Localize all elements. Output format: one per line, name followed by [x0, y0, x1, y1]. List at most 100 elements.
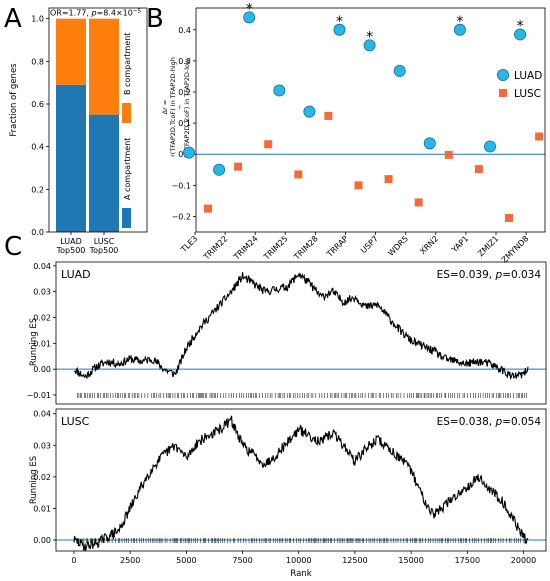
- panel-a-legend-label-a: A compartment: [123, 138, 132, 200]
- panel-b-significance-star: *: [517, 18, 524, 34]
- panel-a-legend: B compartment A compartment: [122, 33, 132, 228]
- panel-c-xtick-label: 15000: [398, 556, 423, 565]
- panel-b-lusc-point: [474, 165, 483, 174]
- panel-b-xtick-label: ZMIZ1: [476, 234, 500, 258]
- panel-b-luad-point: [423, 137, 436, 150]
- panel-b-luad-point: [182, 146, 195, 159]
- panel-c-xtick-label: 2500: [120, 556, 140, 565]
- panel-c-lusc-yticks: 0.00 0.01 0.02 0.03 0.04: [33, 410, 56, 545]
- panel-c-ytick-label: 0.04: [33, 410, 51, 419]
- panel-b-legend-lusc-marker: [499, 89, 507, 97]
- panel-b-ytick-label: 0.4: [178, 26, 191, 35]
- panel-c-luad-yticks: −0.01 0.00 0.01 0.02 0.03 0.04: [26, 262, 56, 400]
- panel-c-luad-es: ES=0.039, p=0.034: [437, 269, 542, 281]
- panel-c-ytick-label: 0.03: [33, 288, 51, 297]
- panel-letter-c: C: [4, 232, 22, 262]
- panel-b-points: * * * * *: [182, 1, 544, 222]
- panel-c-xtick-label: 17500: [455, 556, 480, 565]
- panel-b-lusc-point: [384, 175, 393, 184]
- panel-a-xtick-label: Top500: [56, 246, 86, 255]
- panel-c-lusc-ylabel: Running ES: [29, 456, 39, 504]
- panel-a-xtick-label: LUSC: [94, 237, 115, 246]
- panel-b-ytick-label: 0.2: [178, 88, 191, 97]
- panel-a-ytick-label: 0.4: [31, 143, 44, 152]
- panel-letter-b: B: [146, 4, 164, 34]
- panel-b-lusc-point: [234, 162, 243, 171]
- panel-b-xtick-label: TRIM25: [262, 234, 290, 262]
- panel-b-xtick-label: YAP1: [449, 234, 470, 255]
- panel-b-legend-luad-marker: [496, 69, 509, 82]
- panel-a-xtick-label: LUAD: [60, 237, 82, 246]
- panel-b-lusc-point: [505, 214, 513, 222]
- panel-b-significance-star: *: [336, 14, 343, 30]
- panel-a-annotation: OR=1.77, p=8.4×10−5: [50, 9, 141, 18]
- panel-c-xtick-label: 5000: [176, 556, 196, 565]
- panel-b-ytick-label: 0.3: [178, 57, 191, 66]
- panel-b-luad-point: [213, 163, 226, 176]
- panel-b-significance-star: *: [246, 1, 253, 17]
- panel-b-lusc-point: [204, 204, 212, 213]
- panel-b-lusc-point: [264, 140, 273, 149]
- panel-c-xtick-label: 7500: [232, 556, 252, 565]
- panel-c-ytick-label: 0.02: [33, 314, 51, 323]
- panel-c-hit-ticks: [77, 538, 527, 543]
- panel-c-lusc-hits: [77, 538, 527, 543]
- panel-b-lusc-point: [324, 111, 333, 120]
- panel-b-ytick-label: 0.1: [178, 119, 191, 128]
- panel-c-luad-frame: [55, 261, 547, 405]
- panel-c-ytick-label: 0.01: [33, 339, 51, 348]
- panel-a-ytick-label: 1.0: [31, 15, 44, 24]
- panel-b-xtick-label: TLE3: [179, 234, 200, 255]
- panel-b-xtick-label: WDR5: [386, 234, 410, 258]
- panel-a-bar-segment: [56, 18, 86, 85]
- panel-c: C Running ES −0.01 0.00 0.01 0.02 0.03 0.04 L…: [4, 232, 547, 579]
- panel-b-luad-point: [243, 11, 256, 24]
- panel-b-luad-point: [333, 23, 346, 36]
- panel-c-lusc-es: ES=0.038, p=0.054: [437, 416, 542, 428]
- panel-c-lusc-running-es: [73, 415, 529, 552]
- panel-b-xtick-label: XRN2: [418, 234, 440, 256]
- panel-a-bar-segment: [89, 18, 119, 115]
- panel-b-legend-luad-label: LUAD: [514, 70, 542, 82]
- panel-a-bars: [56, 18, 119, 232]
- panel-b-xtick-label: USP7: [359, 234, 380, 255]
- panel-c-xtick-label: 10000: [286, 556, 311, 565]
- panel-b-lusc-point: [354, 181, 363, 190]
- panel-a-ylabel: Fraction of genes: [9, 63, 19, 137]
- panel-b-ylabel-delta: Δr =: [161, 100, 169, 115]
- panel-c-lusc-frame: [55, 408, 547, 552]
- panel-b-lusc-point: [444, 150, 453, 159]
- panel-b-xtick-label: TRRAP: [324, 234, 350, 260]
- panel-c-luad-running-es: [73, 271, 529, 380]
- panel-b-luad-point: [483, 140, 496, 153]
- panel-c-ytick-label: 0.00: [33, 536, 51, 545]
- panel-a-ytick-label: 0.8: [31, 57, 44, 66]
- panel-c-ytick-label: 0.03: [33, 441, 51, 450]
- panel-a-ytick-label: 0.2: [31, 185, 44, 194]
- panel-letter-a: A: [4, 4, 22, 34]
- panel-a-ytick-label: 0.0: [31, 228, 44, 237]
- panel-b-xtick-label: TRIM22: [201, 234, 229, 262]
- panel-b-lusc-point: [294, 170, 303, 179]
- panel-b-xtick-label: TRIM28: [292, 234, 320, 262]
- panel-a-xtick-label: Top500: [89, 246, 119, 255]
- panel-b-legend-lusc-label: LUSC: [514, 88, 541, 100]
- panel-b-luad-point: [453, 23, 466, 36]
- panel-a-bar-segment: [89, 114, 119, 232]
- panel-b-ylabel-minus: −: [176, 104, 184, 109]
- panel-c-luad-title: LUAD: [61, 268, 91, 281]
- panel-a: A Fraction of genes 0.0 0.2 0.4 0.6 0.8 1.0 O…: [4, 4, 148, 255]
- panel-c-xtick-label: 20000: [511, 556, 536, 565]
- panel-b-luad-point: [273, 84, 286, 97]
- panel-b-lusc-point: [414, 198, 423, 207]
- panel-a-legend-swatch-a: [122, 208, 131, 228]
- panel-c-ytick-label: −0.01: [26, 391, 51, 400]
- panel-a-yticks: 0.0 0.2 0.4 0.6 0.8 1.0: [31, 15, 49, 237]
- panel-c-xlabel: Rank: [290, 569, 311, 579]
- panel-b-ylabel-low: r(TFAP2D,TcoF) in TFAP2D-low: [183, 58, 191, 155]
- panel-a-frame: [48, 7, 148, 233]
- panel-b-luad-point: [393, 64, 406, 77]
- panel-c-lusc-xticks: 0 2500 5000 7500 10000 12500 15000 17500 20000: [71, 551, 536, 565]
